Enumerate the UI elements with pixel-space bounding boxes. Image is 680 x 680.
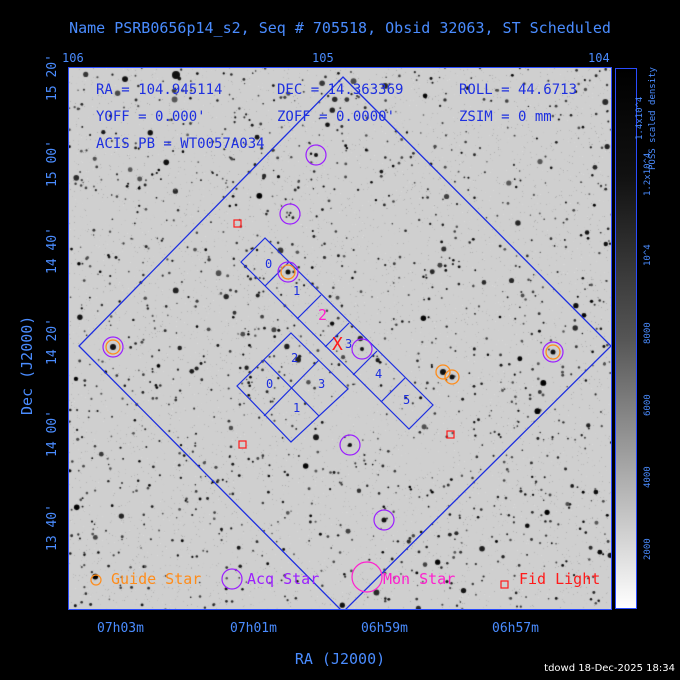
fid-light-legend-icon: [500, 580, 509, 589]
acq-star[interactable]: [542, 341, 564, 363]
colorbar-tick: 1.4x10^4: [635, 96, 645, 140]
fid-light[interactable]: [446, 430, 455, 439]
overlay: 0 1 4 5 2 0 3 1 2 X 3: [78, 76, 611, 609]
ra-tick-label: 07h03m: [97, 621, 144, 636]
acq-star[interactable]: [102, 336, 124, 358]
legend-mon-star: Mon Star: [383, 570, 456, 588]
fid-light[interactable]: [238, 440, 247, 449]
ccd-label: 3: [318, 377, 325, 391]
guide-star[interactable]: [545, 344, 561, 360]
acq-star-legend-icon: [221, 568, 243, 590]
legend-guide-star: Guide Star: [111, 570, 202, 588]
info-acis-pb: ACIS PB = WT0057A034: [96, 136, 265, 152]
colorbar-tick: 4000: [643, 466, 653, 488]
y-axis-label: Dec (J2000): [18, 315, 36, 415]
colorbar-tick: 1.2x10^4: [643, 152, 653, 196]
dec-tick-label: 14 20': [45, 318, 60, 365]
acq-star[interactable]: [279, 203, 301, 225]
aimpoint-marker: X: [332, 334, 343, 355]
info-dec: DEC = 14.363369: [277, 82, 404, 98]
guide-star[interactable]: [444, 369, 460, 385]
acq-star[interactable]: [373, 509, 395, 531]
ccd-label: 1: [293, 401, 300, 415]
footer-timestamp: tdowd 18-Dec-2025 18:34: [544, 663, 675, 674]
top-axis-tick: 104: [588, 51, 610, 65]
dec-tick-label: 14 40': [45, 227, 60, 274]
acis-i-array: [236, 332, 349, 443]
info-zoff: ZOFF = 0.0000': [277, 109, 396, 125]
guide-star[interactable]: [105, 339, 121, 355]
colorbar-tick: 6000: [643, 394, 653, 416]
guide-star[interactable]: [280, 264, 296, 280]
guide-star[interactable]: [435, 364, 451, 380]
x-axis-label: RA (J2000): [294, 650, 386, 668]
ra-tick-label: 07h01m: [230, 621, 277, 636]
dec-tick-label: 14 00': [45, 410, 60, 457]
fid-light[interactable]: [233, 219, 242, 228]
info-roll: ROLL = 44.6713: [459, 82, 578, 98]
sky-plot[interactable]: 0 1 4 5 2 0 3 1 2 X 3: [68, 67, 612, 610]
colorbar-tick: 2000: [643, 538, 653, 560]
top-axis-tick: 106: [62, 51, 84, 65]
acis-s-array: [240, 237, 434, 430]
ccd-label: 4: [375, 367, 382, 381]
ccd-label: 1: [293, 284, 300, 298]
acq-star[interactable]: [277, 261, 299, 283]
ccd-label: 0: [265, 257, 272, 271]
legend-fid-light: Fid Light: [519, 570, 601, 588]
legend-acq-star: Acq Star: [247, 570, 320, 588]
outer-field-square: [78, 76, 611, 609]
dec-tick-label: 15 00': [45, 140, 60, 187]
top-axis-tick: 105: [312, 51, 334, 65]
aimpoint-label: 3: [345, 337, 352, 351]
sky-image: [69, 68, 611, 609]
colorbar-tick: 10^4: [643, 244, 653, 266]
acq-star[interactable]: [351, 338, 373, 360]
ccd-label-s2: 2: [318, 306, 327, 324]
ra-tick-label: 06h59m: [361, 621, 408, 636]
guide-star-legend-icon: [90, 574, 102, 586]
legend-markers: [90, 561, 509, 593]
plot-title: Name PSRB0656p14_s2, Seq # 705518, Obsid…: [69, 19, 611, 37]
ra-tick-label: 06h57m: [492, 621, 539, 636]
info-yoff: YOFF = 0.000': [96, 109, 206, 125]
ccd-label: 0: [266, 377, 273, 391]
colorbar-tick: 8000: [643, 322, 653, 344]
acq-star[interactable]: [339, 434, 361, 456]
ccd-label: 5: [403, 393, 410, 407]
dec-tick-label: 15 20': [45, 54, 60, 101]
mon-star-legend-icon: [351, 561, 383, 593]
info-zsim: ZSIM = 0 mm: [459, 109, 552, 125]
info-ra: RA = 104.945114: [96, 82, 223, 98]
ccd-label: 2: [291, 351, 298, 365]
colorbar: [615, 68, 637, 609]
dec-tick-label: 13 40': [45, 504, 60, 551]
acq-star[interactable]: [305, 144, 327, 166]
